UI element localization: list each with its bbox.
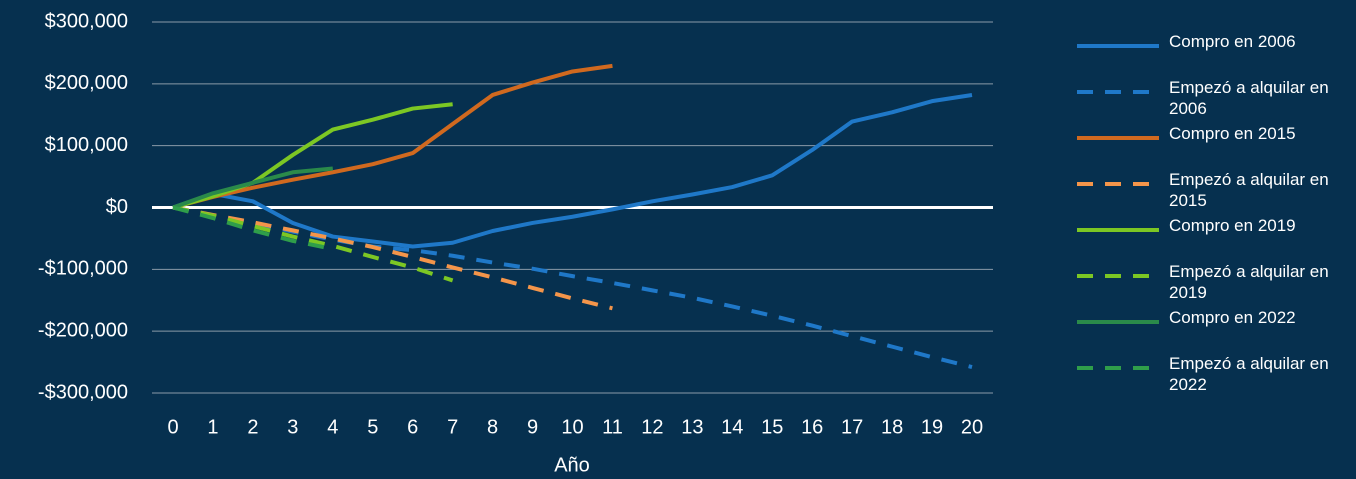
legend-label: Compro en 2015 xyxy=(1169,124,1296,143)
chart: Año -$300,000 -$200,000 -$100,000 $0 $100,00… xyxy=(38,10,993,476)
legend-swatch xyxy=(1077,44,1159,48)
series-line xyxy=(172,205,613,311)
x-tick-label: 16 xyxy=(801,416,823,438)
x-tick-label: 20 xyxy=(961,416,983,438)
legend-swatch xyxy=(1077,274,1159,278)
y-tick-label: $100,000 xyxy=(45,134,128,156)
legend: Compro en 2006 Empezó a alquilar en 2006 C… xyxy=(1075,29,1329,397)
y-tick-label: -$200,000 xyxy=(38,319,128,341)
x-tick-label: 13 xyxy=(681,416,703,438)
x-tick-label: 14 xyxy=(721,416,743,438)
x-tick-label: 6 xyxy=(407,416,418,438)
legend-swatch xyxy=(1077,182,1159,186)
legend-swatch xyxy=(1077,90,1159,94)
x-tick-label: 10 xyxy=(561,416,583,438)
series-line xyxy=(172,205,454,283)
legend-entry: Compro en 2015 xyxy=(1075,121,1329,167)
x-tick-label: 8 xyxy=(487,416,498,438)
legend-label: Compro en 2006 xyxy=(1169,32,1296,51)
legend-entry: Compro en 2022 xyxy=(1075,305,1329,351)
x-tick-label: 4 xyxy=(327,416,338,438)
legend-label: Empezó a alquilar en 2006 xyxy=(1169,78,1329,118)
legend-label: Empezó a alquilar en 2019 xyxy=(1169,262,1329,302)
series-line xyxy=(172,63,613,210)
series-line xyxy=(172,92,973,249)
x-tick-label: 17 xyxy=(841,416,863,438)
y-tick-label: -$300,000 xyxy=(38,381,128,403)
legend-label: Compro en 2019 xyxy=(1169,216,1296,235)
x-tick-label: 18 xyxy=(881,416,903,438)
legend-label: Empezó a alquilar en 2015 xyxy=(1169,170,1329,210)
legend-swatch xyxy=(1077,366,1159,370)
x-tick-label: 1 xyxy=(207,416,218,438)
y-tick-label: $200,000 xyxy=(45,72,128,94)
y-tick-label: $300,000 xyxy=(45,10,128,32)
x-tick-label: 5 xyxy=(367,416,378,438)
series-line xyxy=(172,166,333,210)
x-tick-label: 7 xyxy=(447,416,458,438)
x-tick-label: 9 xyxy=(527,416,538,438)
x-tick-label: 15 xyxy=(761,416,783,438)
x-tick-label: 0 xyxy=(167,416,178,438)
legend-entry: Empezó a alquilar en 2019 xyxy=(1075,259,1329,305)
legend-entry: Empezó a alquilar en 2006 xyxy=(1075,75,1329,121)
legend-label: Compro en 2022 xyxy=(1169,308,1296,327)
x-tick-label: 11 xyxy=(602,416,623,438)
legend-swatch xyxy=(1077,228,1159,232)
series-line xyxy=(172,102,453,210)
x-tick-label: 19 xyxy=(921,416,943,438)
y-tick-label: $0 xyxy=(106,196,128,218)
x-tick-label: 3 xyxy=(287,416,298,438)
legend-label: Empezó a alquilar en 2022 xyxy=(1169,354,1329,394)
legend-entry: Empezó a alquilar en 2022 xyxy=(1075,351,1329,397)
grid xyxy=(152,21,993,394)
x-tick-label: 12 xyxy=(641,416,663,438)
series-line xyxy=(172,205,973,369)
legend-entry: Compro en 2006 xyxy=(1075,29,1329,75)
y-tick-label: -$100,000 xyxy=(38,258,128,280)
x-tick-label: 2 xyxy=(247,416,258,438)
x-axis-title: Año xyxy=(554,454,590,476)
legend-swatch xyxy=(1077,136,1159,140)
legend-entry: Compro en 2019 xyxy=(1075,213,1329,259)
legend-entry: Empezó a alquilar en 2015 xyxy=(1075,167,1329,213)
legend-swatch xyxy=(1077,320,1159,324)
